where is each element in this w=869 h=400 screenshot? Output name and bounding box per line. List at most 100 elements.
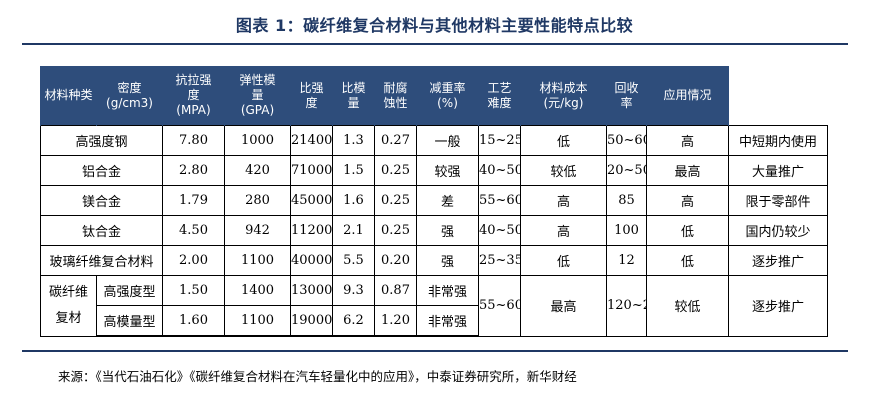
table-cell: 942	[224, 215, 291, 246]
table-cell: 中短期内使用	[728, 125, 828, 156]
header-cell: 材料成本 (元/kg)	[520, 66, 607, 126]
table-row: 铝合金2.80420710001.50.25较强40~50较低20~50最高大量…	[40, 155, 828, 186]
table-cell: 2.00	[162, 245, 225, 276]
table-cell: 非常强	[416, 305, 479, 337]
table-cell: 20~50	[606, 155, 647, 186]
table-cell: 2.1	[332, 215, 375, 246]
top-divider	[22, 43, 848, 45]
header-cell: 材料种类	[40, 66, 97, 126]
table-cell: 强	[416, 215, 479, 246]
table-cell: 120~200	[606, 275, 647, 337]
table-cell: 280	[224, 185, 291, 216]
table-cell: 较低	[646, 275, 729, 337]
table-cell: 低	[520, 125, 607, 156]
table-cell: 最高	[520, 275, 607, 337]
table-cell: 低	[646, 245, 729, 276]
table-cell: 130000	[290, 275, 333, 306]
table-cell: 1.3	[332, 125, 375, 156]
table-cell: 1400	[224, 275, 291, 306]
table-cell: 1.60	[162, 305, 225, 337]
table-cell: 1.6	[332, 185, 375, 216]
material-name-cell: 镁合金	[40, 185, 163, 216]
header-cell: 工艺 难度	[478, 66, 521, 126]
carbon-subtype-cell: 高模量型	[96, 305, 163, 337]
carbon-subtype-cell: 高强度型	[96, 275, 163, 306]
header-cell: 耐腐 蚀性	[374, 66, 417, 126]
table-row: 高强度钢7.8010002140001.30.27一般15~25低50~60高中…	[40, 125, 828, 156]
table-cell: 2.80	[162, 155, 225, 186]
table-cell: 9.3	[332, 275, 375, 306]
bottom-divider	[22, 350, 848, 352]
table-cell: 45000	[290, 185, 333, 216]
table-cell: 较强	[416, 155, 479, 186]
table-cell: 非常强	[416, 275, 479, 306]
table-row: 镁合金 1.79 280 45000 1.6 0.25 差 55~60 高 85 高限于零部件	[40, 185, 828, 216]
header-row: 材料种类 密度 (g/cm3) 抗拉强度 (MPA) 弹性模量 (GPA) 比强度 比…	[40, 66, 828, 126]
table-cell: 差	[416, 185, 479, 216]
table-cell: 逐步推广	[728, 245, 828, 276]
header-cell: 抗拉强度 (MPA)	[162, 66, 225, 126]
header-cell: 密度 (g/cm3)	[96, 66, 163, 126]
table-cell: 71000	[290, 155, 333, 186]
table-cell: 6.2	[332, 305, 375, 337]
source-note: 来源：《当代石油石化》《碳纤维复合材料在汽车轻量化中的应用》，中泰证券研究所，新…	[58, 369, 577, 384]
table-cell: 50~60	[606, 125, 647, 156]
table-cell: 高	[520, 215, 607, 246]
page-title: 图表 1：碳纤维复合材料与其他材料主要性能特点比较	[235, 16, 634, 35]
table-cell: 55~60	[478, 185, 521, 216]
table-cell: 7.80	[162, 125, 225, 156]
table-cell: 214000	[290, 125, 333, 156]
table-cell: 低	[520, 245, 607, 276]
table-cell: 1.79	[162, 185, 225, 216]
table-cell: 高	[646, 125, 729, 156]
table-cell: 限于零部件	[728, 185, 828, 216]
table-cell: 0.27	[374, 125, 417, 156]
material-name-cell: 铝合金	[40, 155, 163, 186]
table-cell: 4.50	[162, 215, 225, 246]
table-cell: 低	[646, 215, 729, 246]
table-cell: 12	[606, 245, 647, 276]
table-cell: 强	[416, 245, 479, 276]
table-cell: 1000	[224, 125, 291, 156]
material-name-cell: 玻璃纤维复合材料	[40, 245, 163, 276]
table-cell: 100	[606, 215, 647, 246]
table-cell: 190000	[290, 305, 333, 337]
table-cell: 逐步推广	[728, 275, 828, 337]
table-cell: 大量推广	[728, 155, 828, 186]
table-cell: 112000	[290, 215, 333, 246]
table-cell: 一般	[416, 125, 479, 156]
table-cell: 0.20	[374, 245, 417, 276]
comparison-table: 材料种类 密度 (g/cm3) 抗拉强度 (MPA) 弹性模量 (GPA) 比强度 比…	[40, 66, 828, 337]
material-name-cell: 高强度钢	[40, 125, 163, 156]
table-cell: 1.20	[374, 305, 417, 337]
table-cell: 85	[606, 185, 647, 216]
header-cell: 应用情况	[646, 66, 729, 126]
table-cell: 1.5	[332, 155, 375, 186]
table-cell: 420	[224, 155, 291, 186]
header-cell: 比强度	[290, 66, 333, 126]
table-cell: 5.5	[332, 245, 375, 276]
table-cell: 1.50	[162, 275, 225, 306]
header-cell: 减重率 (%)	[416, 66, 479, 126]
table-cell: 0.87	[374, 275, 417, 306]
table-cell: 1100	[224, 245, 291, 276]
table-row: 碳纤维复材高强度型1.5014001300009.30.87非常强55~60最高…	[40, 275, 828, 337]
material-name-cell: 钛合金	[40, 215, 163, 246]
table-cell: 25~35	[478, 245, 521, 276]
table-cell: 最高	[646, 155, 729, 186]
table-cell: 较低	[520, 155, 607, 186]
table-cell: 40~50	[478, 155, 521, 186]
table-cell: 0.25	[374, 215, 417, 246]
header-cell: 弹性模量 (GPA)	[224, 66, 291, 126]
table-cell: 40~50	[478, 215, 521, 246]
table-cell: 55~60	[478, 275, 521, 337]
carbon-group-cell: 碳纤维 复材	[40, 275, 97, 337]
table-cell: 国内仍较少	[728, 215, 828, 246]
table-cell: 40000	[290, 245, 333, 276]
header-cell: 回收率	[606, 66, 647, 126]
header-cell: 比模量	[332, 66, 375, 126]
table-cell: 0.25	[374, 185, 417, 216]
table-cell: 0.25	[374, 155, 417, 186]
